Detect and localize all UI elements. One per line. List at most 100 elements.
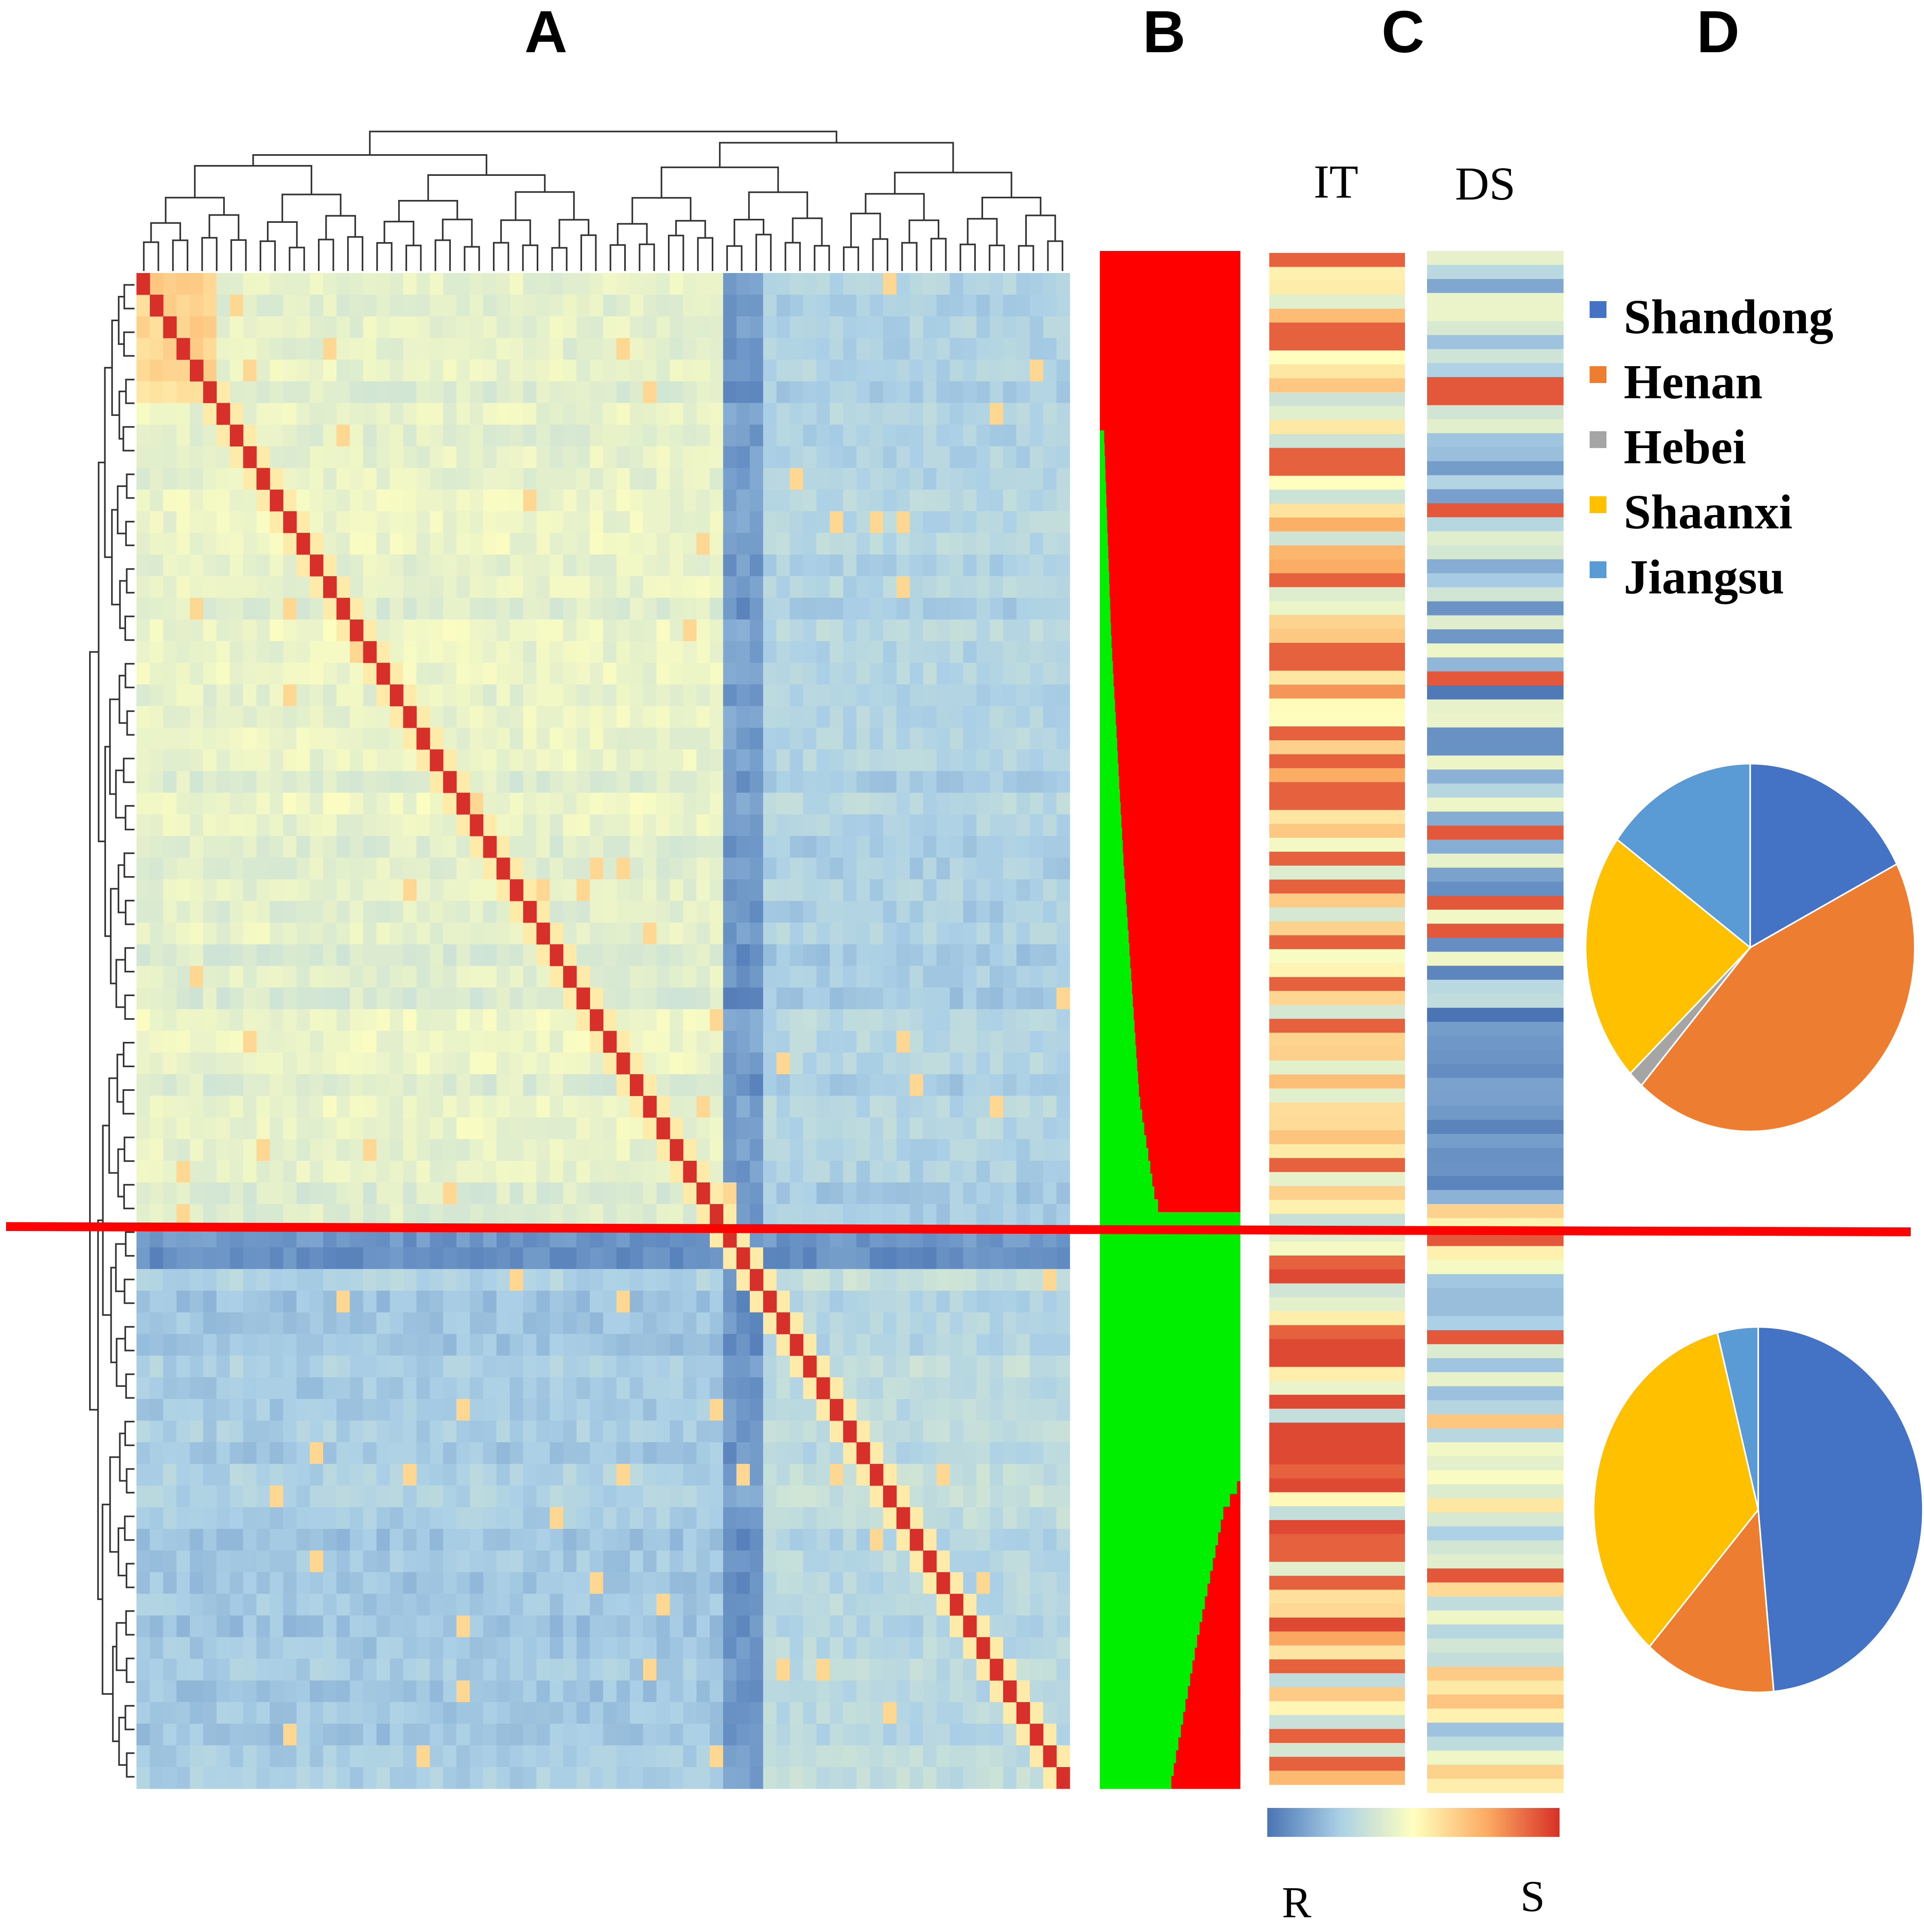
heatmap-cell xyxy=(1056,1182,1070,1204)
heatmap-diagonal-cell xyxy=(963,1615,977,1638)
heatmap-cell xyxy=(350,468,364,490)
heatmap-cell xyxy=(616,749,630,771)
heatmap-cell xyxy=(336,1442,350,1464)
heatmap-cell xyxy=(336,1312,350,1335)
heatmap-cell xyxy=(830,662,843,685)
heatmap-cell xyxy=(576,1507,590,1529)
heatmap-cell xyxy=(456,1745,470,1767)
heatmap-cell xyxy=(696,1724,710,1746)
heatmap-cell xyxy=(203,1204,217,1226)
heatmap-cell xyxy=(416,1594,430,1616)
heatmap-cell xyxy=(670,619,684,642)
heatmap-cell xyxy=(830,836,843,858)
heatmap-cell xyxy=(1003,1290,1017,1313)
heatmap-cell xyxy=(830,966,843,988)
heatmap-cell xyxy=(416,554,430,577)
heatmap-cell xyxy=(1056,294,1070,317)
heatmap-cell xyxy=(950,1074,963,1096)
heatmap-cell xyxy=(803,468,817,490)
heatmap-cell xyxy=(550,1486,564,1508)
heatmap-cell xyxy=(656,901,670,923)
heatmap-cell xyxy=(1003,576,1017,598)
heatmap-cell xyxy=(989,1615,1004,1638)
heatmap-cell xyxy=(1003,533,1017,555)
heatmap-cell xyxy=(603,533,617,555)
heatmap-cell xyxy=(189,836,204,858)
heatmap-diagonal-cell xyxy=(176,338,190,360)
heatmap-cell xyxy=(270,1290,283,1313)
heatmap-cell xyxy=(443,1420,457,1443)
heatmap-cell xyxy=(470,1290,484,1313)
heatmap-cell xyxy=(936,901,950,923)
heatmap-cell xyxy=(869,619,884,642)
heatmap-cell xyxy=(550,1680,564,1702)
heatmap-cell xyxy=(776,619,790,642)
heatmap-cell xyxy=(736,1702,750,1724)
heatmap-cell xyxy=(763,1680,777,1702)
heatmap-cell xyxy=(803,619,817,642)
heatmap-cell xyxy=(710,533,723,555)
heatmap-cell xyxy=(723,273,737,295)
heatmap-cell xyxy=(1030,836,1044,858)
heatmap-cell xyxy=(309,1528,324,1551)
heatmap-cell xyxy=(656,1615,670,1638)
heatmap-cell xyxy=(230,533,244,555)
heatmap-cell xyxy=(416,1615,430,1638)
heatmap-cell xyxy=(989,641,1004,663)
heatmap-cell xyxy=(256,1659,270,1681)
heatmap-cell xyxy=(216,468,230,490)
heatmap-cell xyxy=(856,836,870,858)
heatmap-cell xyxy=(323,1204,337,1226)
heatmap-cell xyxy=(656,1009,670,1031)
heatmap-cell xyxy=(1003,489,1017,512)
heatmap-cell xyxy=(203,966,217,988)
heatmap-cell xyxy=(363,468,377,490)
heatmap-cell xyxy=(150,987,163,1010)
heatmap-cell xyxy=(1003,1269,1017,1291)
heatmap-cell xyxy=(923,1290,937,1313)
heatmap-cell xyxy=(536,706,550,728)
heatmap-cell xyxy=(563,1269,577,1291)
heatmap-cell xyxy=(1056,1334,1070,1356)
heatmap-cell xyxy=(430,1117,444,1139)
heatmap-cell xyxy=(536,1724,550,1746)
heatmap-cell xyxy=(723,836,737,858)
heatmap-cell xyxy=(323,1031,337,1053)
heatmap-cell xyxy=(1016,619,1030,642)
heatmap-cell xyxy=(643,489,657,512)
heatmap-cell xyxy=(856,576,870,598)
heatmap-cell xyxy=(950,424,963,446)
heatmap-cell xyxy=(696,381,710,404)
heatmap-cell xyxy=(390,1031,403,1053)
heatmap-cell xyxy=(830,316,843,338)
heatmap-cell xyxy=(950,1182,963,1204)
heatmap-cell xyxy=(163,597,177,620)
heatmap-cell xyxy=(270,533,283,555)
heatmap-cell xyxy=(963,1355,977,1378)
heatmap-cell xyxy=(470,987,484,1010)
heatmap-cell xyxy=(590,1659,604,1681)
heatmap-cell xyxy=(883,1096,897,1118)
heatmap-cell xyxy=(150,1528,163,1551)
heatmap-cell xyxy=(1043,1334,1057,1356)
heatmap-cell xyxy=(510,1009,523,1031)
heatmap-cell xyxy=(176,662,190,685)
heatmap-cell xyxy=(470,901,484,923)
heatmap-cell xyxy=(1016,446,1030,468)
heatmap-cell xyxy=(923,403,937,425)
heatmap-cell xyxy=(816,489,830,512)
heatmap-cell xyxy=(710,1334,723,1356)
heatmap-cell xyxy=(283,316,297,338)
heatmap-cell xyxy=(1043,338,1057,360)
heatmap-cell xyxy=(883,1355,897,1378)
heatmap-cell xyxy=(603,1659,617,1681)
heatmap-cell xyxy=(616,1702,630,1724)
heatmap-cell xyxy=(443,1290,457,1313)
heatmap-cell xyxy=(563,771,577,793)
heatmap-cell xyxy=(296,1442,310,1464)
heatmap-cell xyxy=(376,1334,390,1356)
heatmap-cell xyxy=(189,1615,204,1638)
heatmap-cell xyxy=(856,597,870,620)
heatmap-cell xyxy=(896,836,910,858)
heatmap-cell xyxy=(150,771,163,793)
